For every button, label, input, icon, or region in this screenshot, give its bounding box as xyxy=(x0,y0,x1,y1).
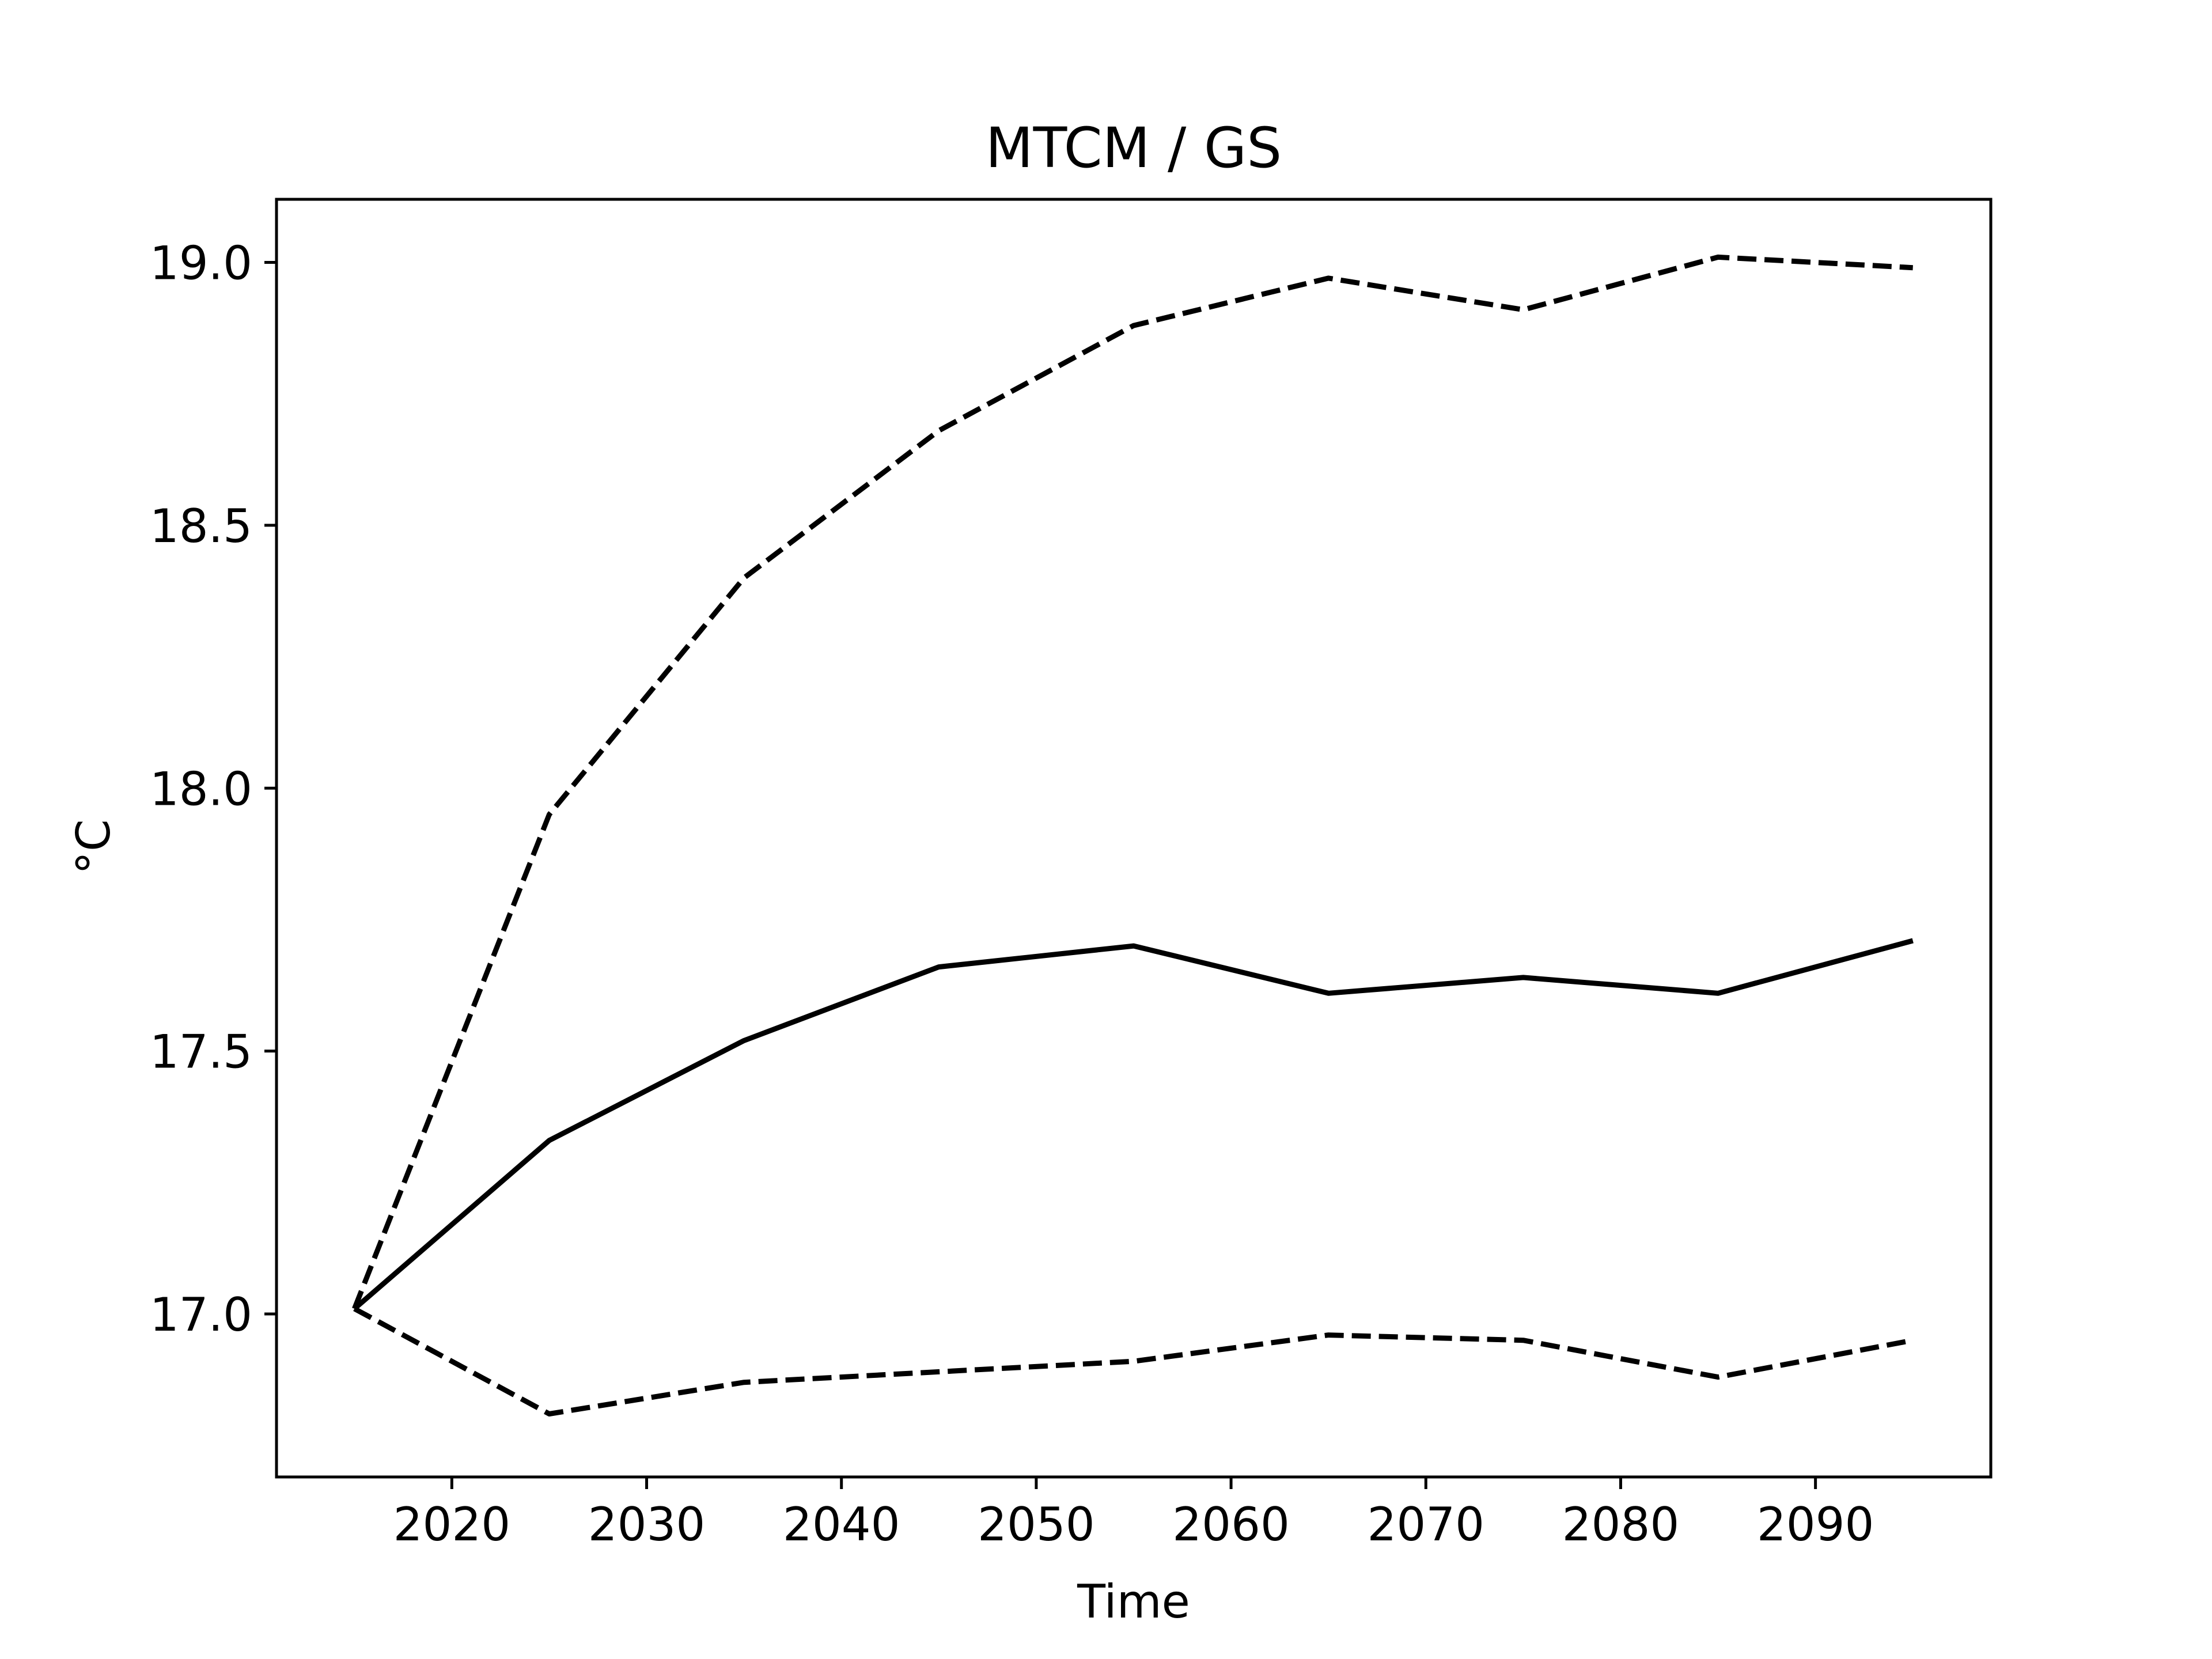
series-line-2 xyxy=(353,938,1914,1311)
x-tick-label: 2040 xyxy=(783,1498,900,1551)
series-line-1 xyxy=(352,254,1913,1310)
x-tick-label: 2020 xyxy=(393,1498,511,1551)
y-tick-label: 18.0 xyxy=(150,762,252,816)
y-tick-label: 18.5 xyxy=(150,499,252,553)
plot-area xyxy=(352,254,1914,1416)
y-axis-label: °C xyxy=(67,819,120,874)
y-tick-label: 17.0 xyxy=(150,1288,252,1342)
x-tick-label: 2070 xyxy=(1367,1498,1484,1551)
x-axis-label: Time xyxy=(1077,1575,1190,1628)
x-tick-label: 2060 xyxy=(1172,1498,1290,1551)
x-tick-label: 2050 xyxy=(978,1498,1095,1551)
chart-title: MTCM / GS xyxy=(986,116,1282,180)
y-tick-label: 17.5 xyxy=(150,1025,252,1079)
series-line-3 xyxy=(353,1306,1914,1416)
y-axis-ticks: 17.0 17.5 18.0 18.5 19.0 xyxy=(150,237,276,1342)
x-tick-label: 2090 xyxy=(1757,1498,1874,1551)
axes-frame xyxy=(275,198,1993,1479)
y-tick-label: 19.0 xyxy=(150,237,252,290)
x-tick-label: 2080 xyxy=(1562,1498,1680,1551)
x-tick-label: 2030 xyxy=(588,1498,706,1551)
x-axis-ticks: 2020 2030 2040 2050 2060 2070 2080 2090 xyxy=(393,1477,1874,1551)
